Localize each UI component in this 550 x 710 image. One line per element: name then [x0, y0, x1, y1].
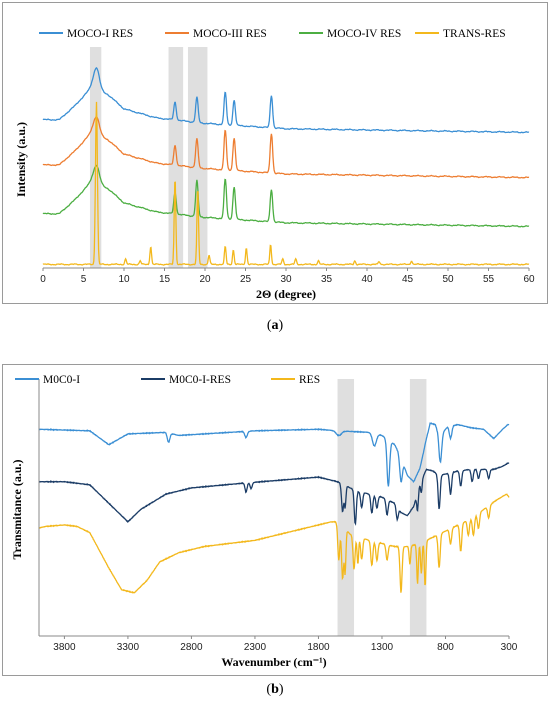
x-tick-label-3: 15: [159, 274, 171, 285]
x-tick-label-4: 1800: [307, 642, 330, 653]
legend-label-1: M0C0-I-RES: [169, 374, 231, 386]
ftir-chart: 3800 3300 2800 2300 1800 1300 800 300 Wavenumber…: [10, 374, 518, 669]
highlight-band-2: [187, 47, 208, 268]
series-line-2: [42, 164, 530, 228]
series-line-0: [42, 67, 530, 134]
x-tick-label-1: 5: [81, 274, 87, 285]
x-axis-label: Wavenumber (cm⁻¹): [221, 655, 326, 669]
legend-label-0: MOCO-I RES: [67, 28, 133, 40]
legend-label-3: TRANS-RES: [443, 28, 506, 40]
y-axis-label: Transmitance (a.u.): [10, 459, 24, 559]
series-line-1: [42, 115, 530, 179]
series-line-2: [38, 493, 510, 594]
x-tick-label-10: 50: [442, 274, 454, 285]
x-tick-label-3: 2300: [244, 642, 267, 653]
x-tick-label-2: 10: [118, 274, 130, 285]
y-axis-label: Intensity (a.u.): [14, 122, 28, 197]
series-line-3: [42, 101, 530, 266]
x-axis-label: 2Θ (degree): [256, 287, 316, 301]
caption-a: (a): [266, 318, 284, 333]
ftir-chart-panel: 3800 3300 2800 2300 1800 1300 800 300 Wavenumber…: [2, 364, 548, 676]
x-tick-label-6: 800: [437, 642, 454, 653]
caption-b: (b): [266, 682, 284, 697]
legend: MOCO-I RES MOCO-III RES MOCO-IV RES TRANS-R…: [39, 28, 506, 40]
x-tick-label-9: 45: [402, 274, 414, 285]
xrd-chart-panel: 0 5 10 15 20 25 30 35 40 45 50 55 60 2Θ (degree) Inten…: [2, 2, 548, 304]
x-tick-label-6: 30: [280, 274, 292, 285]
x-tick-label-2: 2800: [180, 642, 203, 653]
caption-b-letter: b: [271, 682, 279, 697]
series-line-0: [38, 422, 510, 487]
x-tick-label-7: 300: [501, 642, 518, 653]
legend-label-1: MOCO-III RES: [193, 28, 267, 40]
x-tick-label-12: 60: [523, 274, 535, 285]
x-tick-label-8: 40: [361, 274, 373, 285]
xrd-chart: 0 5 10 15 20 25 30 35 40 45 50 55 60 2Θ (degree) Inten…: [14, 28, 535, 301]
x-tick-label-0: 3800: [53, 642, 76, 653]
legend: M0C0-I M0C0-I-RES RES: [15, 374, 320, 386]
x-tick-label-11: 55: [483, 274, 495, 285]
x-tick-label-7: 35: [321, 274, 333, 285]
x-tick-label-5: 25: [240, 274, 252, 285]
x-tick-label-4: 20: [199, 274, 211, 285]
x-tick-label-1: 3300: [117, 642, 140, 653]
legend-label-2: RES: [299, 374, 320, 386]
series-line-1: [38, 462, 510, 526]
legend-label-0: M0C0-I: [43, 374, 80, 386]
legend-label-2: MOCO-IV RES: [327, 28, 401, 40]
x-tick-label-0: 0: [40, 274, 46, 285]
x-tick-label-5: 1300: [371, 642, 394, 653]
caption-a-letter: a: [271, 318, 279, 333]
